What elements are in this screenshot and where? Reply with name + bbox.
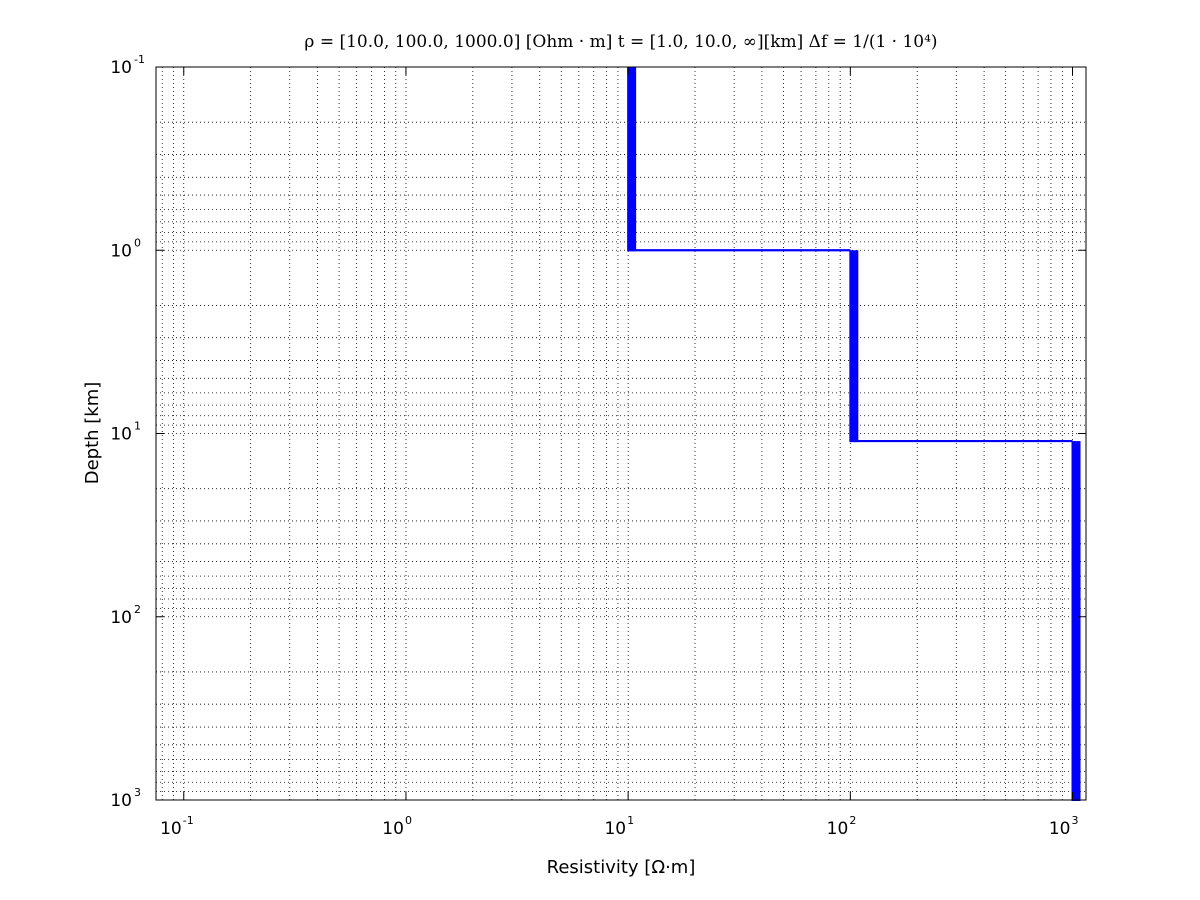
x-tick-exponent: 1 [627,814,634,827]
x-tick-label: 10 1 [604,814,634,839]
x-axis-label: Resistivity [Ω·m] [547,857,696,878]
x-tick-base: 10 [604,819,626,839]
x-tick-exponent: -1 [183,814,194,827]
x-tick-label: 10 3 [1049,814,1079,839]
y-tick-base: 10 [110,608,132,628]
y-tick-exponent: 0 [134,236,141,249]
x-tick-base: 10 [1049,819,1071,839]
y-tick-base: 10 [110,58,132,78]
y-tick-base: 10 [110,791,132,811]
y-tick-exponent: 2 [134,603,141,616]
y-tick-label: 10 -1 [110,53,145,78]
x-tick-exponent: 2 [849,814,856,827]
y-tick-exponent: 3 [134,786,141,799]
y-tick-label: 10 1 [110,420,141,445]
tick-labels: 10 -1 10 0 10 1 10 2 10 310 -110 010 110 210 3 [110,53,1086,839]
series-layer [627,67,1081,801]
series-resistivity-profile [627,67,1081,801]
y-tick-label: 10 3 [110,786,141,811]
grid [156,66,1086,801]
x-tick-base: 10 [382,819,404,839]
y-tick-exponent: -1 [134,53,145,66]
y-tick-label: 10 2 [110,603,141,628]
profile-layer-segment [627,67,637,252]
x-tick-label: 10 2 [827,814,857,839]
x-tick-base: 10 [827,819,849,839]
x-tick-label: 10 0 [382,814,412,839]
chart-title: ρ = [10.0, 100.0, 1000.0] [Ohm · m] t = … [304,32,937,52]
y-tick-base: 10 [110,241,132,261]
x-tick-exponent: 0 [405,814,412,827]
x-tick-exponent: 3 [1072,814,1079,827]
x-tick-label: 10 -1 [160,814,194,839]
y-axis-label: Depth [km] [82,382,103,485]
profile-layer-segment [1071,441,1081,801]
x-tick-base: 10 [160,819,182,839]
y-tick-exponent: 1 [134,420,141,433]
profile-layer-segment [849,250,859,443]
y-tick-label: 10 0 [110,236,141,261]
y-tick-base: 10 [110,425,132,445]
